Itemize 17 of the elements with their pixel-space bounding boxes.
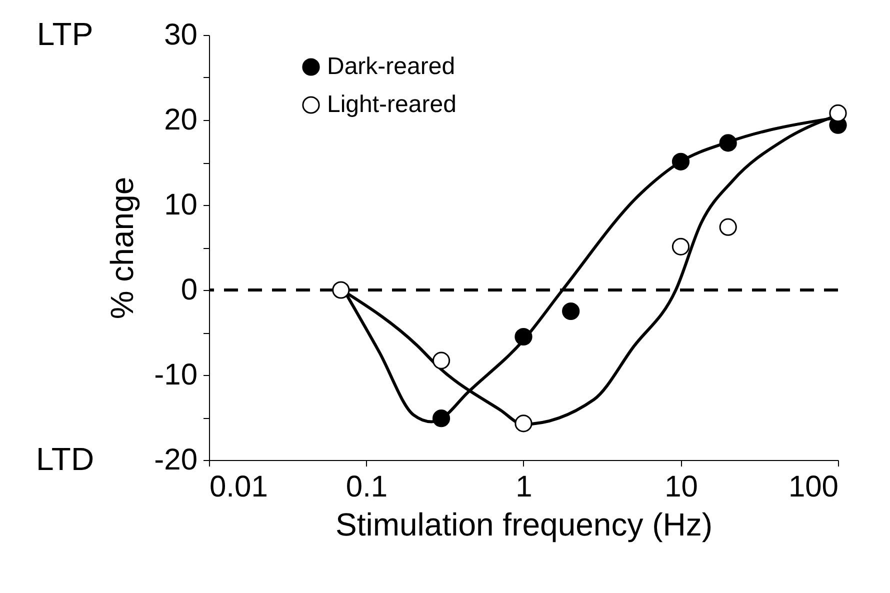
x-axis-title: Stimulation frequency (Hz)	[335, 506, 713, 542]
y-tick-label: -20	[154, 444, 198, 476]
legend-label: Dark-reared	[327, 53, 456, 80]
y-axis-title: % change	[104, 176, 140, 320]
y-tick-label: 10	[164, 188, 198, 222]
x-tick-label: 1	[516, 470, 532, 504]
text: LTD	[36, 441, 94, 477]
x-tick-label: 10	[664, 470, 698, 504]
y-tick-label: 30	[164, 18, 198, 52]
x-tick-label: 0.01	[210, 470, 268, 504]
y-tick-label: 20	[164, 104, 198, 136]
legend-label: Light-reared	[327, 91, 456, 118]
x-tick-label: 0.1	[346, 470, 388, 504]
y-tick-label: -10	[154, 358, 198, 392]
x-tick-label: 100	[788, 470, 838, 504]
text: LTP	[36, 16, 94, 52]
y-tick-label: 0	[180, 274, 198, 306]
